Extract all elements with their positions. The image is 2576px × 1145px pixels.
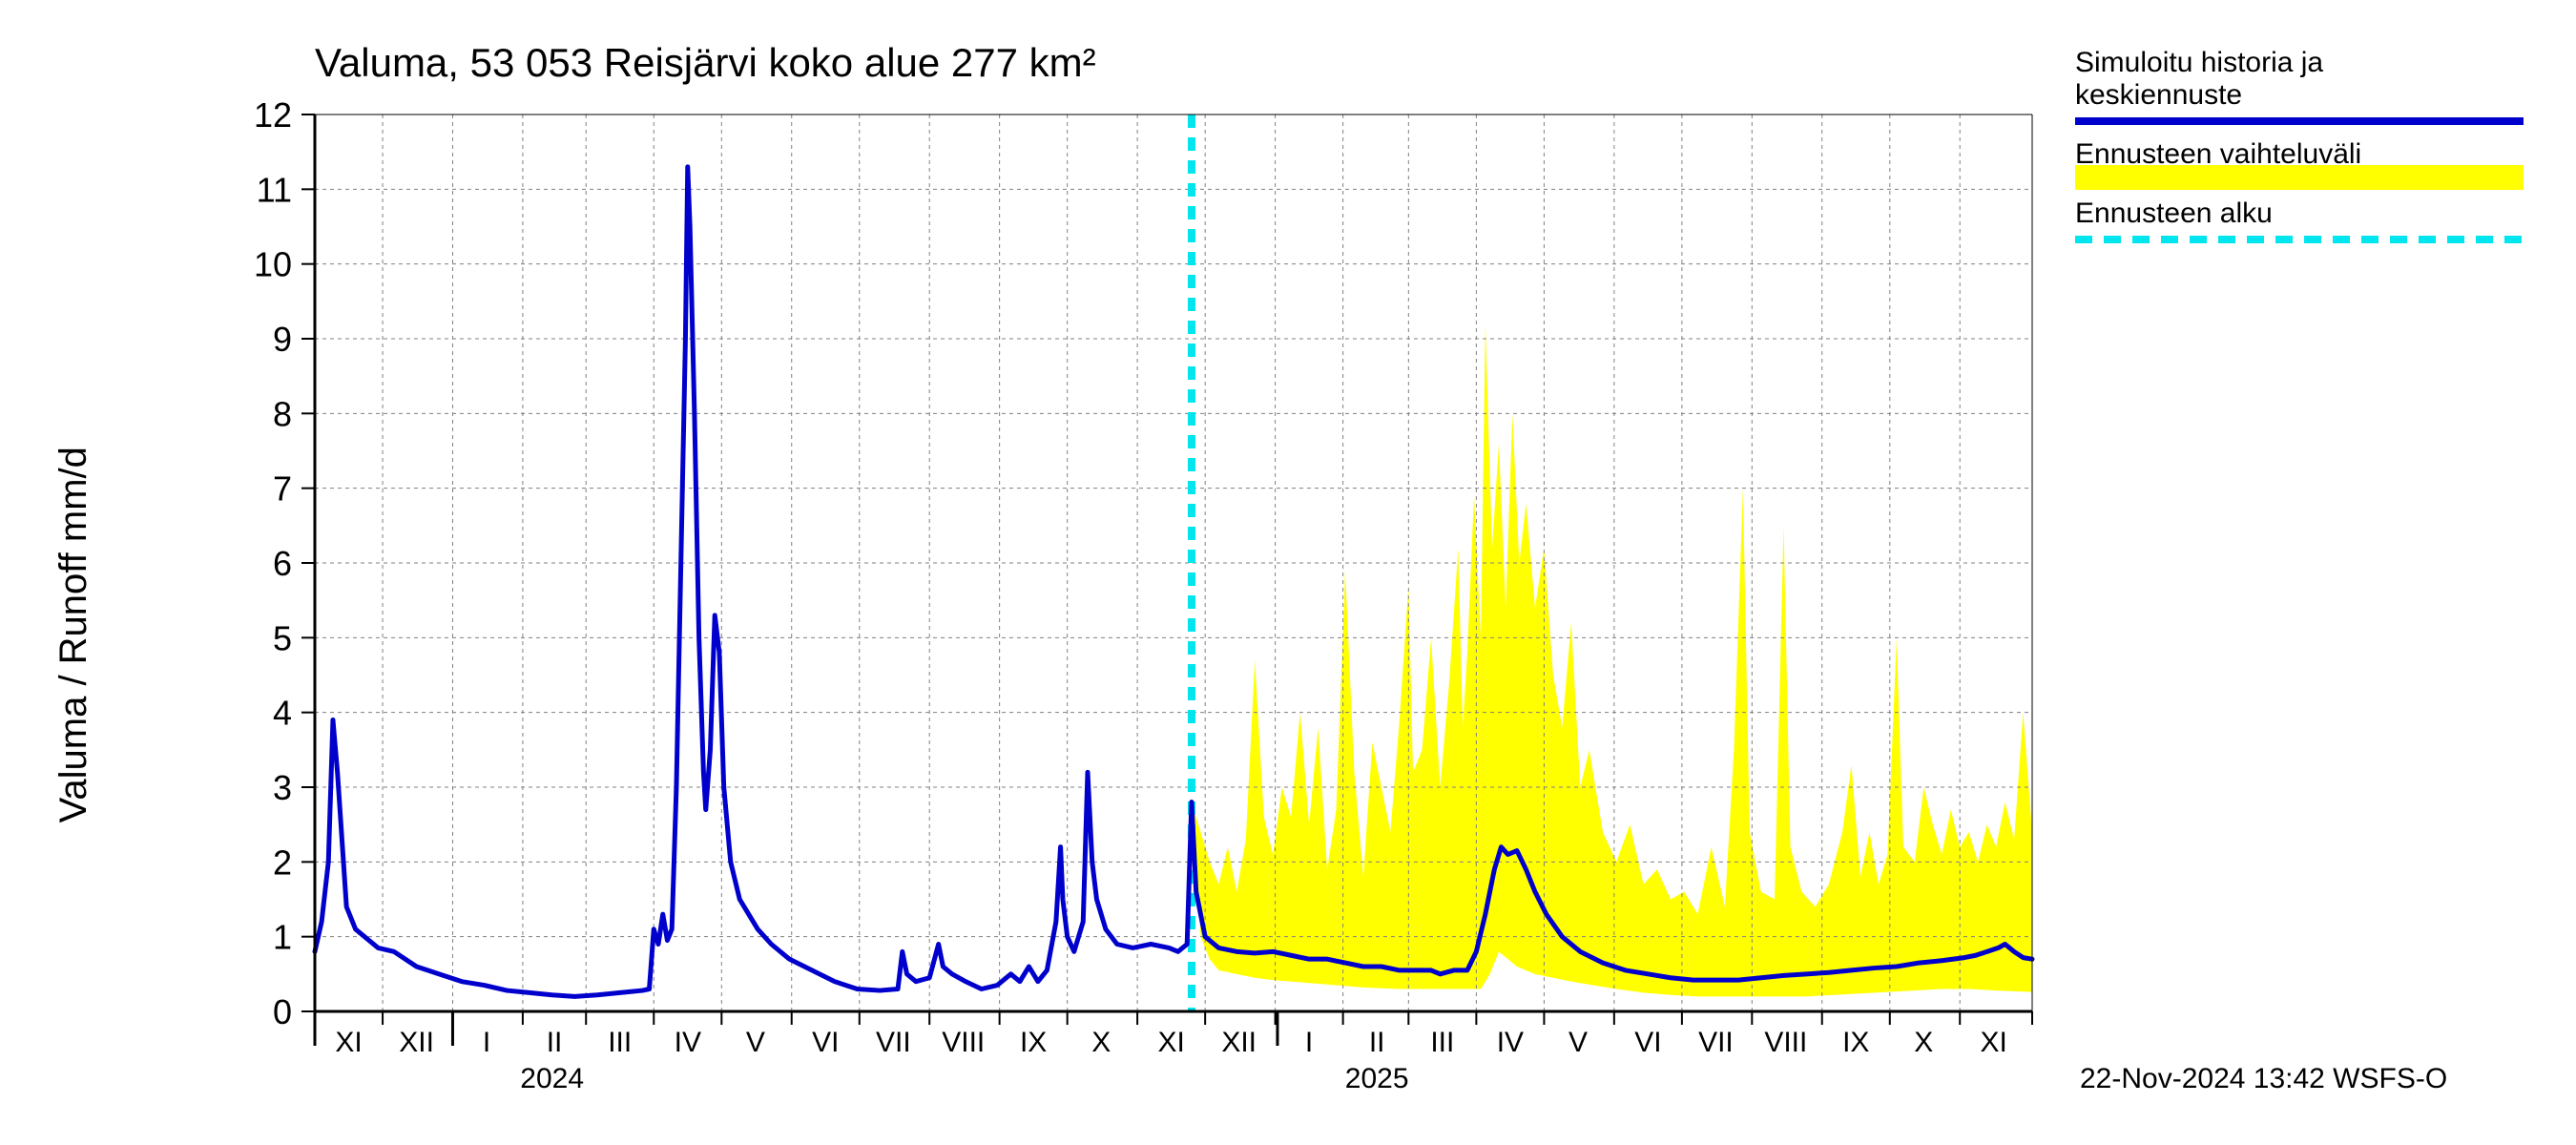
month-label: XI (1981, 1027, 2007, 1058)
ytick-label: 6 (273, 544, 292, 583)
month-label: II (1369, 1027, 1385, 1058)
month-label: III (1430, 1027, 1454, 1058)
legend-swatch-rect (2075, 165, 2524, 190)
month-label: XI (335, 1027, 362, 1058)
month-label: VI (812, 1027, 839, 1058)
month-label: VII (876, 1027, 911, 1058)
ytick-label: 8 (273, 394, 292, 433)
ytick-label: 12 (254, 95, 292, 135)
ytick-label: 4 (273, 694, 292, 733)
ytick-label: 7 (273, 469, 292, 509)
month-label: VIII (1764, 1027, 1807, 1058)
month-label: IX (1842, 1027, 1869, 1058)
ytick-label: 9 (273, 320, 292, 359)
month-label: II (547, 1027, 563, 1058)
month-label: IV (1497, 1027, 1524, 1058)
year-label: 2024 (520, 1063, 584, 1094)
month-label: XII (1221, 1027, 1257, 1058)
month-label: V (746, 1027, 765, 1058)
month-label: XII (399, 1027, 434, 1058)
month-label: VIII (942, 1027, 985, 1058)
month-label: III (608, 1027, 632, 1058)
month-label: IX (1020, 1027, 1047, 1058)
ytick-label: 10 (254, 245, 292, 284)
ytick-label: 0 (273, 992, 292, 1031)
ytick-label: 1 (273, 918, 292, 957)
month-label: I (1305, 1027, 1313, 1058)
ytick-label: 11 (257, 170, 292, 209)
footer-timestamp: 22-Nov-2024 13:42 WSFS-O (2080, 1063, 2447, 1094)
ytick-label: 2 (273, 843, 292, 882)
legend-label: Ennusteen alku (2075, 198, 2273, 229)
legend-label: Simuloitu historia ja (2075, 47, 2323, 78)
month-label: VII (1698, 1027, 1734, 1058)
chart-title: Valuma, 53 053 Reisjärvi koko alue 277 k… (315, 40, 1096, 85)
month-label: VI (1634, 1027, 1661, 1058)
chart-svg: 0123456789101112XIXIIIIIIIIIVVVIVIIVIIII… (0, 0, 2576, 1145)
month-label: IV (675, 1027, 701, 1058)
yaxis-title: Valuma / Runoff mm/d (52, 447, 94, 822)
month-label: I (483, 1027, 490, 1058)
year-label: 2025 (1345, 1063, 1409, 1094)
month-label: X (1091, 1027, 1111, 1058)
runoff-chart: 0123456789101112XIXIIIIIIIIIVVVIVIIVIIII… (0, 0, 2576, 1145)
month-label: XI (1157, 1027, 1184, 1058)
month-label: X (1914, 1027, 1933, 1058)
legend-label: keskiennuste (2075, 79, 2242, 111)
month-label: V (1568, 1027, 1588, 1058)
ytick-label: 5 (273, 618, 292, 657)
ytick-label: 3 (273, 768, 292, 807)
